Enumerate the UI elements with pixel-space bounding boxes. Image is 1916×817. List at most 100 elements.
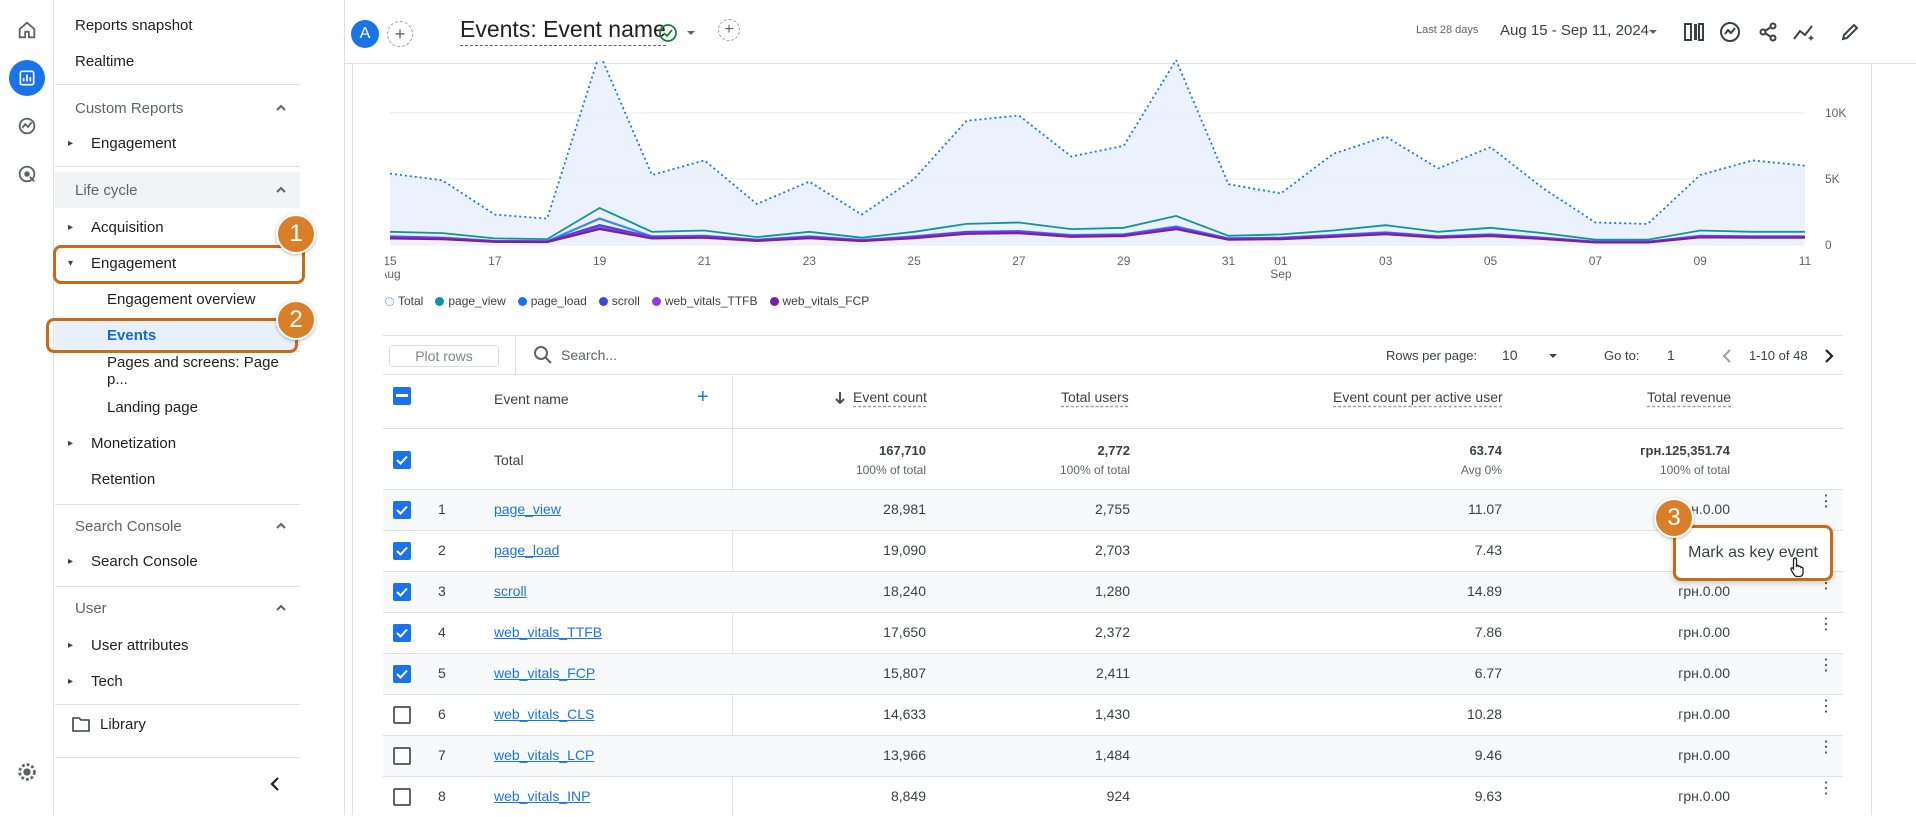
- plot-rows-button[interactable]: Plot rows: [389, 345, 499, 367]
- add-comparison-button[interactable]: +: [387, 21, 413, 47]
- table-row[interactable]: [383, 489, 1843, 530]
- customize-report-icon[interactable]: [1682, 20, 1706, 44]
- sidebar-item-search-console[interactable]: ▸ Search Console: [68, 552, 198, 570]
- row-checkbox[interactable]: [393, 501, 411, 519]
- sidebar-item-user-attributes[interactable]: ▸ User attributes: [68, 636, 189, 654]
- legend-dot-icon: [598, 296, 608, 306]
- event-name-link[interactable]: page_view: [494, 501, 561, 517]
- chevron-up-icon: [276, 104, 286, 111]
- insights-icon[interactable]: [1718, 20, 1742, 44]
- add-dimension-plus-icon[interactable]: +: [697, 386, 709, 408]
- annotation-box-engagement: [53, 245, 305, 284]
- divider: [55, 504, 300, 505]
- sidebar-item-retention[interactable]: Retention: [91, 470, 156, 488]
- row-checkbox[interactable]: [393, 747, 411, 765]
- section-custom-reports[interactable]: Custom Reports: [55, 90, 300, 126]
- prev-page-chevron-icon[interactable]: [1721, 347, 1733, 365]
- row-more-vert-icon[interactable]: ⋮: [1818, 780, 1834, 797]
- row-checkbox[interactable]: [393, 583, 411, 601]
- date-dropdown-caret-icon[interactable]: [1648, 28, 1658, 36]
- annotation-badge-2: 2: [276, 300, 316, 340]
- row-more-vert-icon[interactable]: ⋮: [1818, 494, 1834, 510]
- sidebar-item-realtime[interactable]: Realtime: [75, 52, 135, 70]
- col-total-revenue[interactable]: Total revenue: [1647, 389, 1732, 405]
- revenue-cell: грн.0.00: [1678, 706, 1730, 722]
- sidebar-item-engagement-overview[interactable]: Engagement overview: [107, 290, 256, 308]
- advertising-icon[interactable]: [9, 156, 45, 192]
- date-range-picker[interactable]: Aug 15 - Sep 11, 2024: [1500, 22, 1650, 39]
- sidebar-item-reports-snapshot[interactable]: Reports snapshot: [75, 16, 193, 34]
- reports-icon[interactable]: [9, 60, 45, 96]
- col-total-users[interactable]: Total users: [1061, 389, 1129, 405]
- rows-dropdown-caret-icon[interactable]: [1548, 352, 1558, 360]
- row-checkbox[interactable]: [393, 665, 411, 683]
- row-number: 5: [438, 665, 446, 681]
- section-search-console[interactable]: Search Console: [55, 508, 300, 544]
- table-row[interactable]: [383, 735, 1843, 776]
- total-per-user: 63.74: [1469, 443, 1502, 458]
- row-more-vert-icon[interactable]: ⋮: [1818, 698, 1834, 715]
- sidebar-item-engagement[interactable]: ▾ Engagement: [68, 254, 177, 272]
- table-row[interactable]: [383, 571, 1843, 612]
- trend-sparkle-icon[interactable]: [1792, 20, 1816, 44]
- col-event-count[interactable]: Event count: [853, 389, 927, 405]
- row-checkbox[interactable]: [393, 542, 411, 560]
- rows-per-page-select[interactable]: 10: [1502, 347, 1518, 363]
- add-filter-button[interactable]: +: [718, 19, 740, 41]
- row-checkbox[interactable]: [393, 624, 411, 642]
- legend-item[interactable]: page_view: [435, 294, 506, 308]
- share-icon[interactable]: [1756, 20, 1780, 44]
- col-event-name[interactable]: Event name: [494, 391, 569, 407]
- collapse-sidebar-chevron-icon[interactable]: [268, 775, 282, 793]
- sidebar-item-monetization[interactable]: ▸ Monetization: [68, 434, 177, 452]
- edit-pencil-icon[interactable]: [1838, 20, 1862, 44]
- section-user[interactable]: User: [55, 590, 300, 626]
- event-name-link[interactable]: web_vitals_CLS: [494, 706, 595, 722]
- settings-gear-icon[interactable]: [9, 754, 45, 790]
- sidebar-item-tech[interactable]: ▸ Tech: [68, 672, 123, 690]
- row-more-vert-icon[interactable]: ⋮: [1818, 616, 1834, 633]
- total-users-cell: 1,280: [1094, 583, 1130, 599]
- event-name-link[interactable]: web_vitals_TTFB: [494, 624, 603, 640]
- table-row[interactable]: [383, 694, 1843, 735]
- comparison-avatar[interactable]: A: [351, 20, 379, 48]
- x-tick-label: 03: [1379, 254, 1393, 268]
- table-row[interactable]: [383, 653, 1843, 694]
- mark-as-key-event-menu-item[interactable]: Mark as key event: [1688, 544, 1818, 561]
- goto-input[interactable]: 1: [1667, 347, 1675, 363]
- row-checkbox[interactable]: [393, 706, 411, 724]
- event-name-link[interactable]: page_load: [494, 542, 560, 558]
- event-name-link[interactable]: scroll: [494, 583, 527, 599]
- section-life-cycle[interactable]: Life cycle: [55, 172, 300, 208]
- row-checkbox[interactable]: [393, 788, 411, 806]
- event-name-link[interactable]: web_vitals_FCP: [494, 665, 596, 681]
- explore-icon[interactable]: [9, 108, 45, 144]
- table-row[interactable]: [383, 612, 1843, 653]
- table-search[interactable]: Search...: [515, 335, 915, 375]
- legend-item[interactable]: web_vitals_FCP: [769, 294, 869, 308]
- legend-item[interactable]: Total: [385, 294, 423, 308]
- next-page-chevron-icon[interactable]: [1823, 347, 1835, 365]
- sidebar-item-library[interactable]: Library: [55, 707, 300, 741]
- sidebar-item-events[interactable]: Events: [55, 318, 300, 352]
- sidebar-item-landing-page[interactable]: Landing page: [107, 398, 198, 416]
- title-status-chip[interactable]: [658, 20, 710, 46]
- totals-checkbox[interactable]: [393, 451, 411, 469]
- event-name-link[interactable]: web_vitals_INP: [494, 788, 591, 804]
- sidebar-item-acquisition[interactable]: ▸ Acquisition: [68, 218, 164, 236]
- table-row[interactable]: [383, 530, 1843, 571]
- legend-item[interactable]: page_load: [517, 294, 587, 308]
- revenue-cell: грн.0.00: [1678, 665, 1730, 681]
- row-more-vert-icon[interactable]: ⋮: [1818, 658, 1834, 674]
- select-all-checkbox[interactable]: [393, 387, 411, 405]
- home-icon[interactable]: [9, 12, 45, 48]
- plus-icon: +: [394, 23, 406, 44]
- event-name-link[interactable]: web_vitals_LCP: [494, 747, 595, 763]
- col-event-count-per-user[interactable]: Event count per active user: [1333, 389, 1503, 405]
- legend-item[interactable]: scroll: [598, 294, 640, 308]
- sidebar-item-custom-engagement[interactable]: ▸ Engagement: [68, 134, 177, 152]
- legend-item[interactable]: web_vitals_TTFB: [651, 294, 758, 308]
- row-more-vert-icon[interactable]: ⋮: [1818, 740, 1834, 756]
- table-row[interactable]: [383, 776, 1843, 817]
- sidebar-item-pages-and-screens[interactable]: Pages and screens: Page p...: [107, 354, 279, 388]
